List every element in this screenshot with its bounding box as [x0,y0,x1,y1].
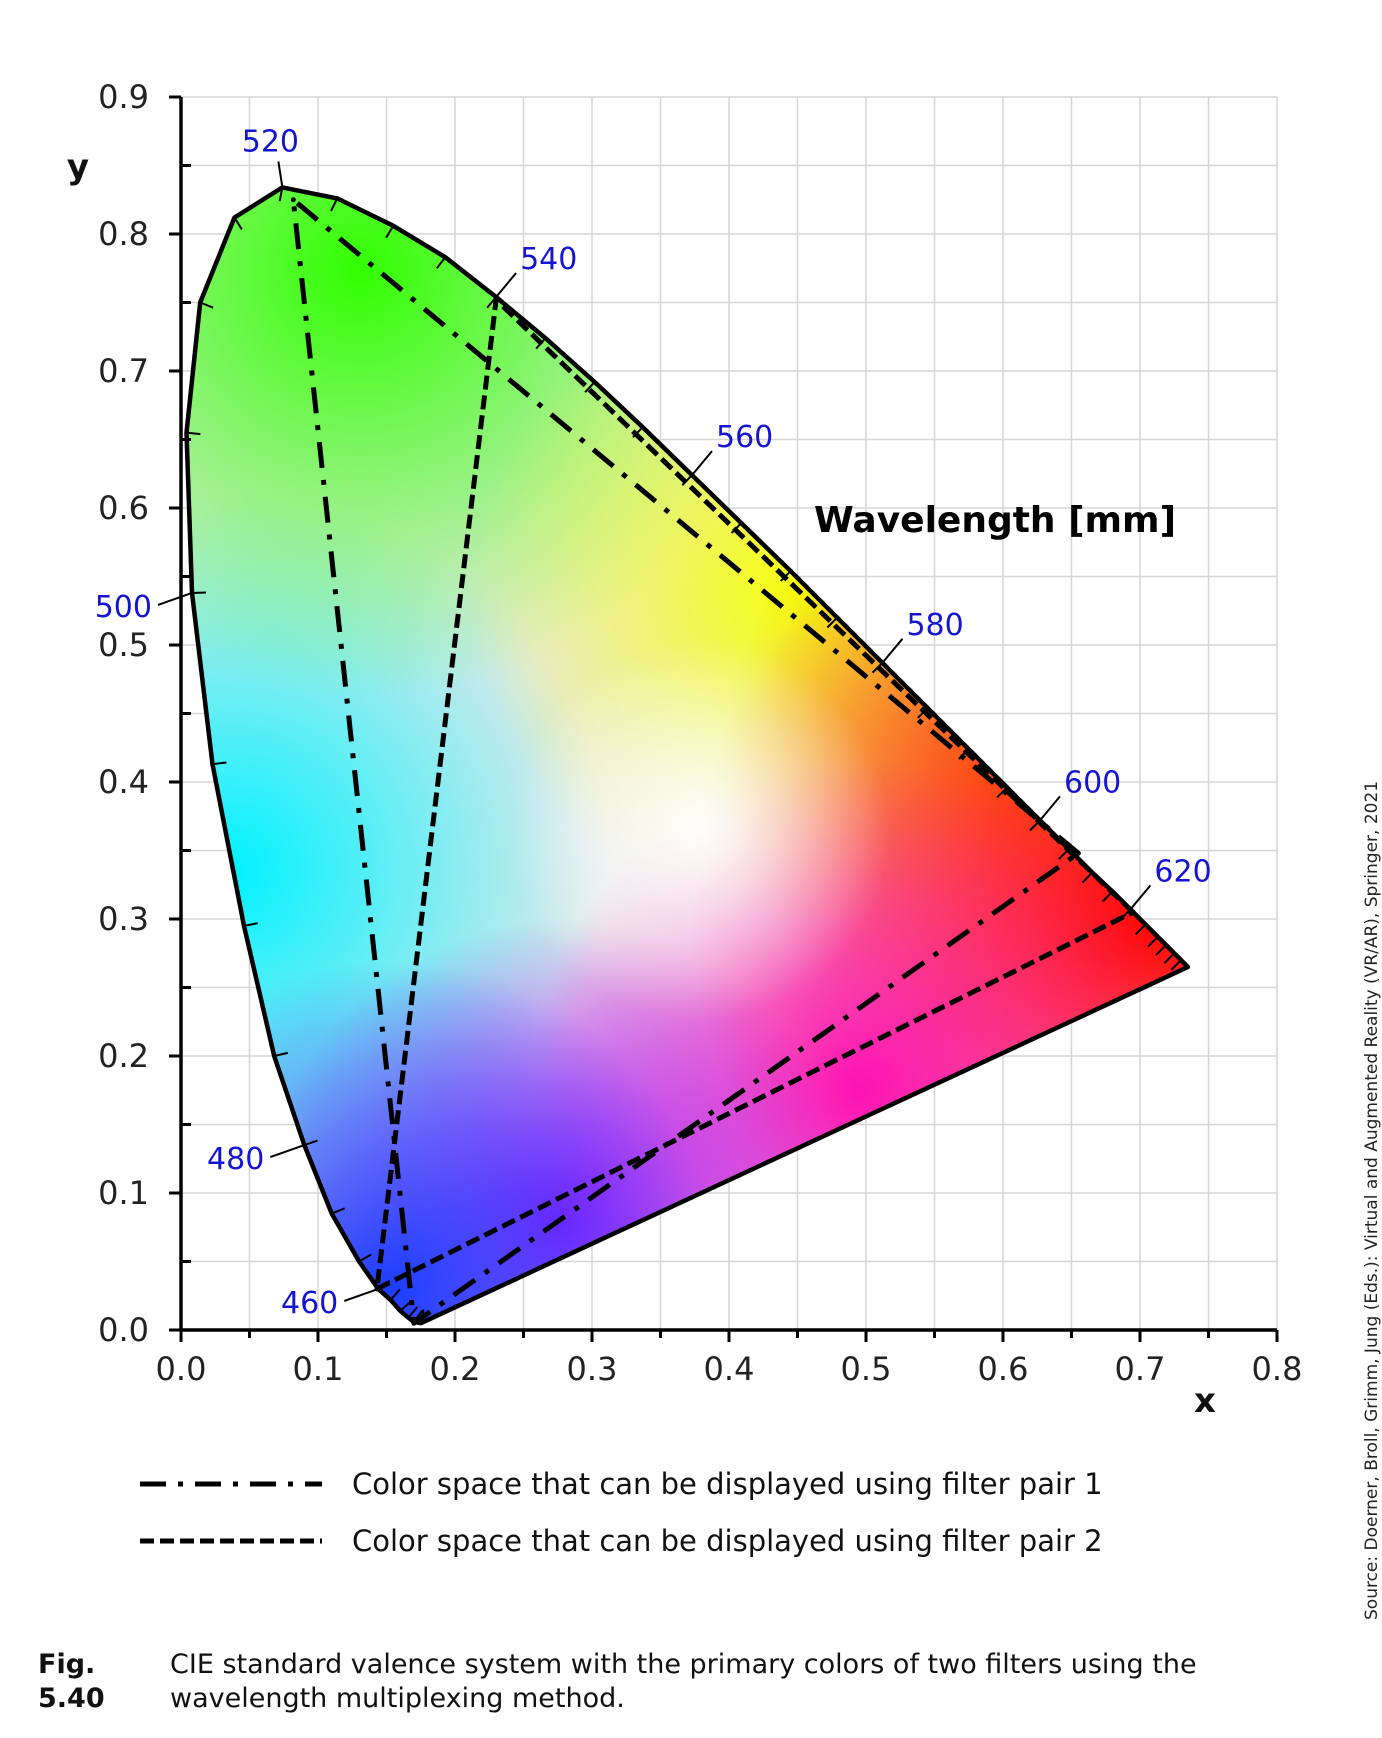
y-tick-label: 0.5 [98,626,149,664]
wavelength-label-520: 520 [242,124,299,159]
wavelength-ticks: 460 480 500 520 540 560 580 600 620 [95,124,1212,1324]
wavelength-tick [278,187,284,202]
x-tick-label: 0.7 [1115,1350,1166,1388]
y-tick-label: 0.7 [98,352,149,390]
filter-pair-2-vertex [493,297,499,303]
y-tick-label: 0.3 [98,900,149,938]
wavelength-tick [385,225,395,239]
wavelength-label-560: 560 [716,420,773,455]
wavelength-leader-460 [343,1287,379,1302]
wavelength-leader-600 [1039,795,1061,822]
x-tick-label: 0.5 [841,1350,892,1388]
y-axis-title: y [67,147,89,187]
wavelength-leader-520 [277,161,284,188]
y-tick-label: 0.9 [98,78,149,116]
wavelength-tick [243,922,258,927]
axes: 0.0 0.1 0.2 0.3 0.4 0.5 0.6 0.7 0.8 0.0 0.1 0.2 0.3 0… [98,78,1302,1388]
y-tick-label: 0.4 [98,763,149,801]
filter-pair-1-vertex [290,197,296,203]
legend-label-filter-pair-1: Color space that can be displayed using … [352,1467,1103,1501]
figure-caption-text: CIE standard valence system with the pri… [170,1649,1197,1714]
y-tick-label: 0.2 [98,1037,149,1075]
wavelength-label-460: 460 [281,1286,338,1321]
wavelength-tick [358,1253,372,1263]
x-tick-label: 0.4 [704,1350,755,1388]
wavelength-label-620: 620 [1154,854,1211,889]
y-tick-label: 0.8 [98,215,149,253]
wavelength-tick [303,1139,318,1146]
color-gamut-fill [186,187,1188,1324]
cie-chromaticity-chart: 460 480 500 520 540 560 580 600 620 0.0 0.1 0.2 0.3… [67,78,1303,1558]
x-tick-label: 0.8 [1252,1350,1303,1388]
wavelength-tick [199,301,214,309]
wavelength-tick [399,1300,412,1312]
wavelength-label-600: 600 [1064,765,1121,800]
wavelength-tick [1134,923,1147,936]
y-tick-label: 0.6 [98,489,149,527]
wavelength-tick [389,1288,401,1301]
x-tick-label: 0.3 [567,1350,618,1388]
x-tick-label: 0.2 [430,1350,481,1388]
x-tick-label: 0.6 [978,1350,1029,1388]
filter-pair-2-triangle [374,297,1136,1292]
filter-pair-1-triangle [290,197,1081,1326]
wavelength-tick [212,761,227,766]
filter-gamut-triangles [290,197,1136,1326]
wavelength-label-580: 580 [906,608,963,643]
wavelength-tick [330,197,339,212]
wavelength-label-500: 500 [95,590,152,625]
wavelength-tick [584,381,596,393]
wavelength-tick [273,1051,289,1057]
wavelength-tick [1081,871,1093,884]
wavelength-tick [1155,944,1167,956]
filter-pair-2-vertex [1130,909,1136,915]
source-note: Source: Doerner, Broll, Grimm, Jung (Eds… [1362,780,1382,1620]
figure-caption: Fig. 5.40 CIE standard valence system wit… [38,1648,1358,1716]
wavelength-leader-620 [1129,884,1152,911]
wavelength-tick [1170,959,1182,971]
wavelength-title: Wavelength [mm] [814,500,1176,541]
legend-label-filter-pair-2: Color space that can be displayed using … [352,1524,1103,1558]
wavelength-tick [233,217,243,230]
wavelength-label-480: 480 [207,1142,264,1177]
x-tick-label: 0.0 [156,1350,207,1388]
y-tick-label: 0.0 [98,1311,149,1349]
wavelength-tick [1163,952,1175,964]
y-tick-label: 0.1 [98,1174,149,1212]
wavelength-tick [186,431,201,436]
figure-number: Fig. 5.40 [38,1649,105,1714]
filter-pair-1-vertex [1075,850,1081,856]
wavelength-tick [826,616,838,629]
wavelength-leader-500 [157,591,193,606]
x-tick-label: 0.1 [293,1350,344,1388]
filter-pair-1-vertex [411,1320,417,1326]
wavelength-tick [331,1207,346,1215]
wavelength-leader-580 [881,638,904,664]
wavelength-tick [1147,936,1159,948]
filter-pair-2-vertex [374,1286,380,1292]
x-axis-title: x [1194,1381,1216,1421]
wavelength-leader-480 [269,1144,305,1158]
wavelength-leader-540 [495,272,517,298]
wavelength-leader-560 [691,450,713,476]
wavelength-tick [407,1306,419,1319]
wavelength-label-540: 540 [520,242,577,277]
legend: Color space that can be displayed using … [140,1467,1103,1558]
wavelength-tick [435,256,447,269]
